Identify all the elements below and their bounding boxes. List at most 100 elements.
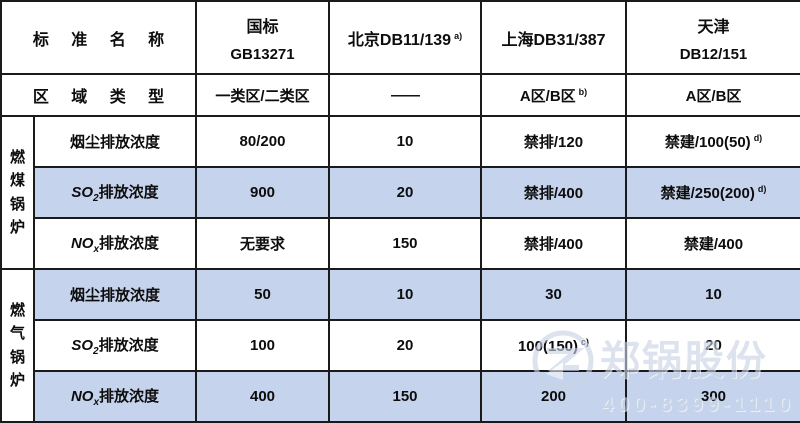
cell-value: 20 (396, 184, 414, 201)
cell-value: 禁建/250(200) (660, 185, 755, 202)
header-column-national: 国标 GB13271 (195, 0, 330, 75)
cell-gas-so2-beijing: 20 (328, 319, 482, 372)
cell-coal-nox-shanghai: 禁排/400 (480, 217, 627, 270)
header-tianjin-code: DB12/151 (679, 45, 748, 63)
cell-value: 200 (540, 388, 567, 405)
row-label-coal-nox: NOx排放浓度 (33, 217, 197, 270)
cell-value: 禁排/400 (523, 185, 584, 202)
category-char: 锅 (9, 195, 25, 213)
metric-label-sub: x (93, 244, 100, 255)
cell-value: 150 (392, 388, 418, 405)
cell-coal-so2-national: 900 (195, 166, 330, 219)
zone-shanghai-note: b) (578, 86, 588, 97)
zone-type-label: 区 域 类 型 (32, 89, 174, 106)
category-coal-boiler: 燃 煤 锅 炉 (0, 115, 35, 270)
header-tianjin-name: 天津 (697, 18, 730, 36)
header-beijing-name: 北京DB11/139 (347, 31, 452, 49)
header-column-shanghai: 上海DB31/387 (480, 0, 627, 75)
metric-label-pre: SO (71, 337, 94, 354)
cell-gas-dust-shanghai: 30 (480, 268, 627, 321)
row-label-gas-dust: 烟尘排放浓度 (33, 268, 197, 321)
cell-value: 10 (396, 133, 414, 150)
cell-value: 无要求 (239, 236, 285, 253)
zone-beijing-text: —— (391, 86, 420, 104)
header-beijing-note: a) (454, 30, 463, 41)
category-char: 锅 (9, 348, 25, 366)
cell-value: 50 (254, 286, 271, 303)
header-column-tianjin: 天津 DB12/151 (625, 0, 800, 75)
zone-shanghai-text: A区/B区 (519, 87, 576, 105)
row-label-gas-so2: SO2排放浓度 (33, 319, 197, 372)
cell-coal-nox-beijing: 150 (328, 217, 482, 270)
cell-value: 禁排/120 (523, 134, 584, 151)
cell-gas-so2-tianjin: 20 (625, 319, 800, 372)
cell-value: 30 (545, 286, 562, 303)
cell-value: 150 (392, 235, 418, 252)
cell-value: 100(150) (517, 337, 579, 355)
metric-label-sub: 2 (93, 193, 99, 204)
cell-coal-so2-shanghai: 禁排/400 (480, 166, 627, 219)
cell-gas-nox-beijing: 150 (328, 370, 482, 423)
table-row: 燃 煤 锅 炉 烟尘排放浓度 80/200 10 禁排/120 (0, 115, 800, 270)
zone-value-shanghai: A区/B区 b) (480, 73, 627, 117)
metric-label-pre: 烟尘 (69, 134, 100, 151)
metric-label-post: 排放浓度 (100, 134, 161, 151)
table-header-row: 标 准 名 称 国标 GB13271 北京DB11/139 a) 上海DB31/3… (0, 0, 800, 75)
metric-label-post: 排放浓度 (98, 184, 159, 201)
zone-type-row: 区 域 类 型 一类区/二类区 —— A区/B区 b) A区/B区 (0, 73, 800, 117)
cell-coal-nox-tianjin: 禁建/400 (625, 217, 800, 270)
header-national-code: GB13271 (230, 45, 295, 63)
cell-coal-dust-shanghai: 禁排/120 (480, 115, 627, 168)
table-row: 燃 气 锅 炉 烟尘排放浓度 50 10 30 (0, 268, 800, 423)
category-char: 燃 (9, 149, 25, 166)
cell-value: 禁排/400 (523, 236, 584, 253)
metric-label-sub: 2 (93, 346, 99, 357)
zone-tianjin-text: A区/B区 (685, 87, 742, 105)
zone-value-beijing: —— (328, 73, 482, 117)
cell-value: 10 (396, 286, 414, 303)
metric-label-pre: NO (70, 388, 94, 405)
zone-type-label-cell: 区 域 类 型 (0, 73, 197, 117)
cell-gas-so2-national: 100 (195, 319, 330, 372)
metric-label-pre: NO (70, 235, 94, 252)
cell-coal-so2-tianjin: 禁建/250(200) d) (625, 166, 800, 219)
cell-note: d) (757, 184, 767, 194)
cell-coal-dust-national: 80/200 (195, 115, 330, 168)
cell-gas-so2-shanghai: 100(150) c) (480, 319, 627, 372)
metric-label-post: 排放浓度 (99, 235, 160, 252)
metric-label-pre: SO (71, 184, 94, 201)
category-gas-boiler: 燃 气 锅 炉 (0, 268, 35, 423)
cell-value: 80/200 (239, 133, 286, 150)
cell-value: 400 (249, 388, 276, 405)
cell-value: 300 (700, 388, 727, 405)
category-gas-boiler-label: 燃 气 锅 炉 (4, 270, 31, 421)
cell-gas-nox-national: 400 (195, 370, 330, 423)
cell-coal-dust-tianjin: 禁建/100(50) d) (625, 115, 800, 168)
cell-value: 20 (705, 337, 722, 354)
table-row: NOx排放浓度 400 150 200 300 (1, 370, 800, 423)
metric-label-pre: 烟尘 (69, 287, 100, 304)
category-coal-boiler-label: 燃 煤 锅 炉 (4, 117, 31, 268)
row-label-coal-dust: 烟尘排放浓度 (33, 115, 197, 168)
row-label-gas-nox: NOx排放浓度 (33, 370, 197, 423)
zone-national-text: 一类区/二类区 (215, 87, 310, 105)
category-char: 煤 (9, 172, 25, 190)
header-standard-name-cell: 标 准 名 称 (0, 0, 197, 75)
metric-label-post: 排放浓度 (98, 337, 159, 354)
category-char: 燃 (9, 302, 25, 319)
cell-value: 100 (249, 337, 276, 354)
cell-value: 禁建/100(50) (664, 134, 751, 151)
zone-value-national: 一类区/二类区 (195, 73, 330, 117)
cell-value: 20 (396, 337, 414, 354)
cell-coal-so2-beijing: 20 (328, 166, 482, 219)
cell-gas-nox-shanghai: 200 (480, 370, 627, 423)
cell-gas-dust-tianjin: 10 (625, 268, 800, 321)
cell-gas-dust-beijing: 10 (328, 268, 482, 321)
cell-coal-nox-national: 无要求 (195, 217, 330, 270)
cell-value: 10 (705, 286, 722, 303)
metric-label-post: 排放浓度 (100, 287, 161, 304)
category-char: 炉 (9, 218, 25, 236)
category-char: 炉 (9, 371, 25, 389)
cell-coal-dust-beijing: 10 (328, 115, 482, 168)
